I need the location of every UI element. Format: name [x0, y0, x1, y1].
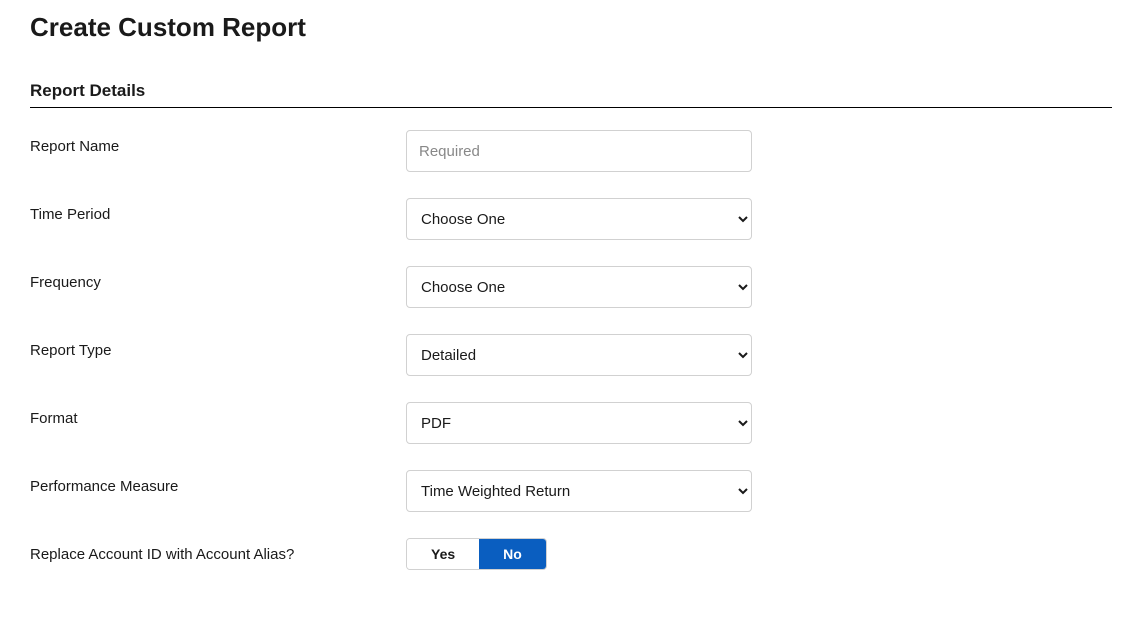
toggle-yes-button[interactable]: Yes [407, 539, 479, 569]
label-frequency: Frequency [30, 266, 406, 291]
report-name-input[interactable] [406, 130, 752, 172]
row-performance-measure: Performance Measure Time Weighted Return [30, 470, 1112, 512]
time-period-select[interactable]: Choose One [406, 198, 752, 240]
section-header-report-details: Report Details [30, 81, 1112, 108]
label-replace-account-id: Replace Account ID with Account Alias? [30, 538, 406, 563]
page-title: Create Custom Report [30, 12, 1112, 43]
row-report-type: Report Type Detailed [30, 334, 1112, 376]
label-time-period: Time Period [30, 198, 406, 223]
format-select[interactable]: PDF [406, 402, 752, 444]
label-performance-measure: Performance Measure [30, 470, 406, 495]
row-time-period: Time Period Choose One [30, 198, 1112, 240]
row-replace-account-id: Replace Account ID with Account Alias? Y… [30, 538, 1112, 570]
row-format: Format PDF [30, 402, 1112, 444]
toggle-no-button[interactable]: No [479, 539, 546, 569]
frequency-select[interactable]: Choose One [406, 266, 752, 308]
row-report-name: Report Name [30, 130, 1112, 172]
label-report-name: Report Name [30, 130, 406, 155]
report-type-select[interactable]: Detailed [406, 334, 752, 376]
performance-measure-select[interactable]: Time Weighted Return [406, 470, 752, 512]
replace-account-id-toggle: Yes No [406, 538, 547, 570]
label-report-type: Report Type [30, 334, 406, 359]
row-frequency: Frequency Choose One [30, 266, 1112, 308]
label-format: Format [30, 402, 406, 427]
